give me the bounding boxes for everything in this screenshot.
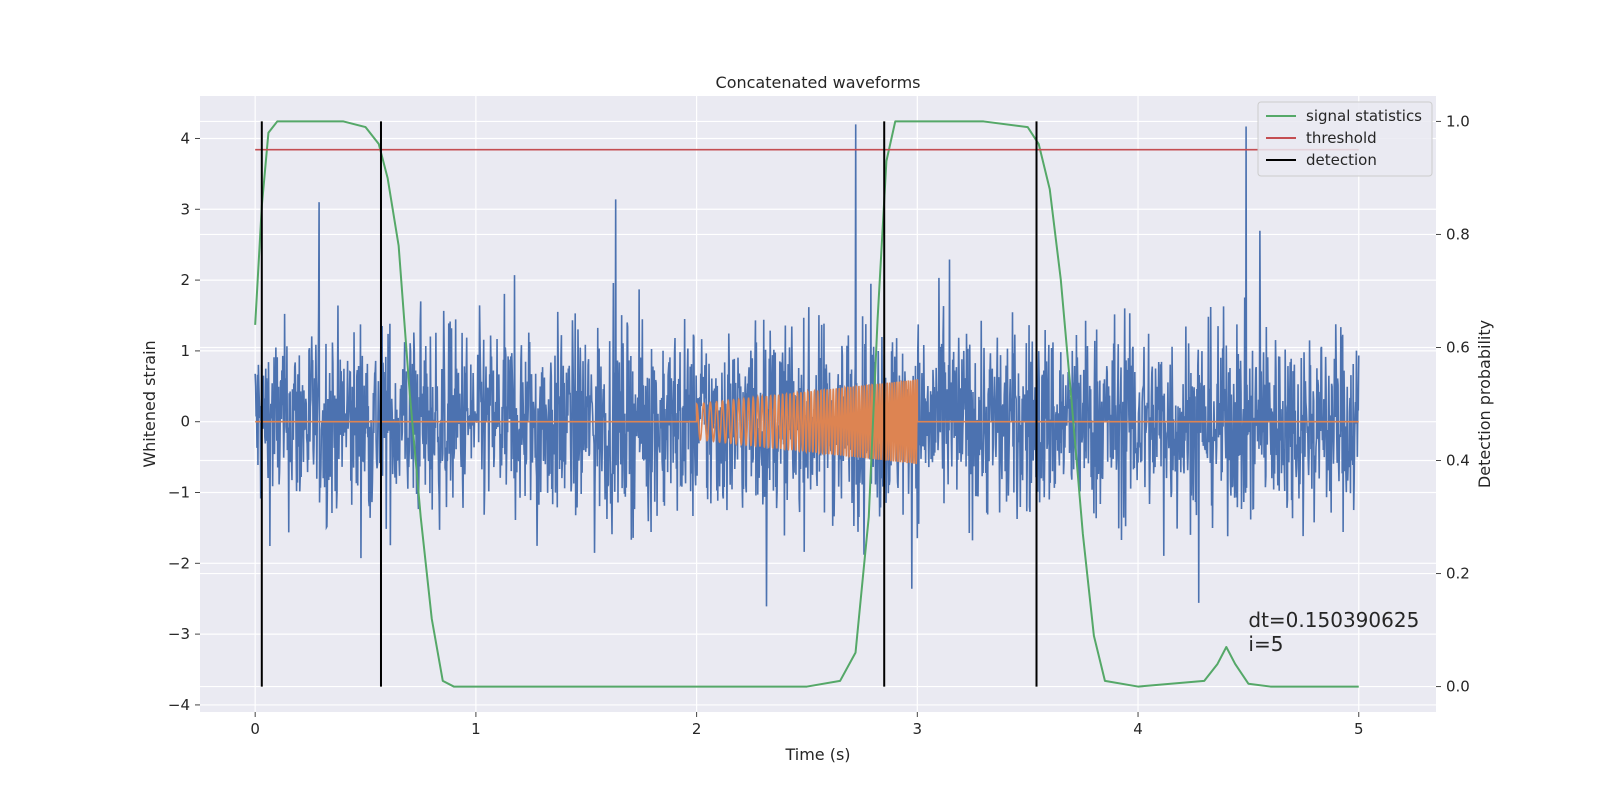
annotation-text: i=5 <box>1248 632 1283 656</box>
y-right-tick-label: 0.8 <box>1446 225 1470 243</box>
x-tick-label: 4 <box>1133 720 1143 738</box>
legend-label-signal-statistics: signal statistics <box>1306 107 1422 125</box>
x-tick-label: 3 <box>913 720 923 738</box>
x-tick-label: 2 <box>692 720 702 738</box>
y-left-tick-label: 3 <box>180 200 190 218</box>
y-right-tick-label: 0.6 <box>1446 338 1470 356</box>
annotation-layer: dt=0.150390625 i=5 <box>1248 608 1419 656</box>
legend-box <box>1257 101 1433 177</box>
x-axis-label: Time (s) <box>784 745 850 764</box>
legend: signal statistics threshold detection <box>1257 101 1433 177</box>
x-tick-label: 0 <box>250 720 260 738</box>
y-left-tick-label: −3 <box>168 625 190 643</box>
y-axis-label-left: Whitened strain <box>140 340 159 467</box>
signal-statistics-line <box>254 120 1359 688</box>
y-axis-label-right: Detection probability <box>1475 320 1494 488</box>
y-left-tick-label: −2 <box>168 554 190 572</box>
annotation-text: dt=0.150390625 <box>1248 608 1419 632</box>
y-left-tick-label: −1 <box>168 484 190 502</box>
y-right-tick-label: 0.4 <box>1446 452 1470 470</box>
y-left-tick-label: −4 <box>168 696 190 714</box>
y-left-tick-label: 1 <box>180 342 190 360</box>
tick-layer: 0 1 2 3 4 5 −4 −3 −2 −1 0 1 2 3 4 0.0 0.2 0.4 0.6 0.8 1.0 <box>168 112 1470 738</box>
y-right-tick-label: 0.0 <box>1446 678 1470 696</box>
y-left-tick-label: 0 <box>180 413 190 431</box>
legend-label-threshold: threshold <box>1306 129 1377 147</box>
y-right-tick-label: 0.2 <box>1446 565 1470 583</box>
y-right-tick-label: 1.0 <box>1446 112 1470 130</box>
x-tick-label: 5 <box>1354 720 1364 738</box>
legend-label-detection: detection <box>1306 151 1377 169</box>
y-left-tick-label: 2 <box>180 271 190 289</box>
template-waveform-line <box>255 379 1359 465</box>
chart-title: Concatenated waveforms <box>716 73 921 92</box>
y-left-tick-label: 4 <box>180 129 190 147</box>
data-layer <box>254 120 1360 688</box>
x-tick-label: 1 <box>471 720 481 738</box>
